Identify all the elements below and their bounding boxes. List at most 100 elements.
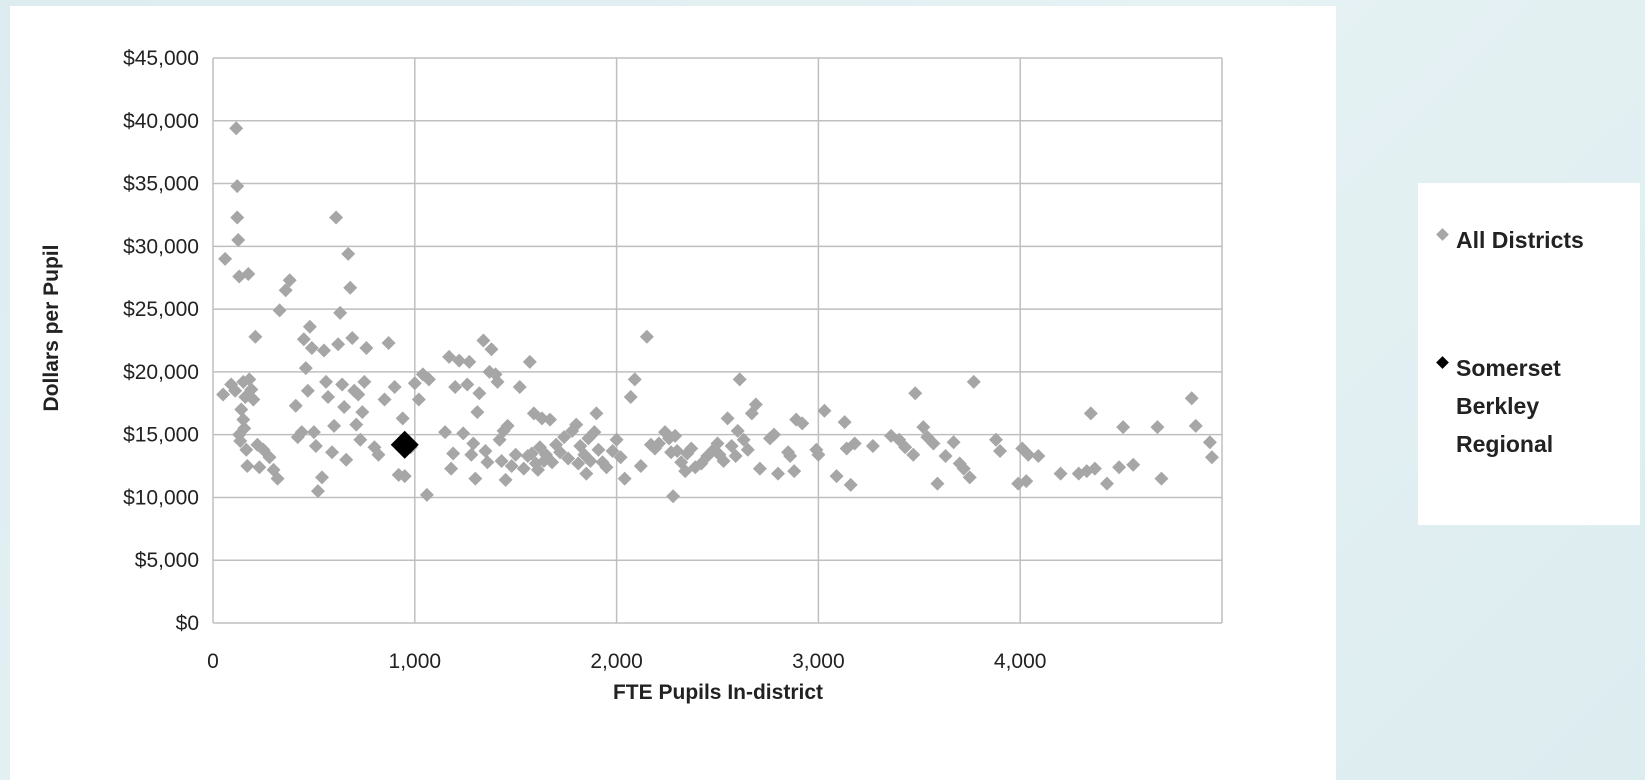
all-districts-point [583,454,598,469]
all-districts-point [1112,460,1127,475]
all-districts-point [325,445,340,460]
all-districts-point [218,251,233,266]
all-districts-point [446,446,461,461]
all-districts-point [288,398,303,413]
all-districts-point [262,450,277,465]
axis-ticks: $0 $5,000 $10,000 $15,000 $20,000 $25,000 $30,… [123,47,1046,673]
all-districts-point [244,382,259,397]
all-districts-point [666,489,681,504]
all-districts-point [617,471,632,486]
all-districts-point [639,329,654,344]
all-districts-point [930,476,945,491]
all-districts-point [843,477,858,492]
all-districts-point [252,460,267,475]
all-districts-point [349,417,364,432]
y-tick-label: $20,000 [123,361,199,384]
all-districts-point [613,450,628,465]
legend-entry-somerset-berkley: Somerset Berkley Regional [1436,349,1626,463]
all-districts-point [504,459,519,474]
all-districts-point [557,430,572,445]
all-districts-point [319,374,334,389]
x-axis-title: FTE Pupils In-district [613,681,823,704]
all-districts-point [1021,447,1036,462]
all-districts-point [335,377,350,392]
x-tick-label: 1,000 [389,650,442,673]
legend-marker-all-districts [1436,221,1450,247]
all-districts-point [300,383,315,398]
all-districts-point [464,447,479,462]
all-districts-point [468,471,483,486]
all-districts-point [908,386,923,401]
all-districts-point [448,379,463,394]
all-districts-point [599,460,614,475]
all-districts-point [916,420,931,435]
all-districts-point [216,387,231,402]
all-districts-point [270,471,285,486]
all-districts-point [233,433,248,448]
all-districts-point [327,418,342,433]
all-districts-point [627,372,642,387]
all-districts-point [470,405,485,420]
all-districts-point [865,438,880,453]
all-districts-point [231,233,246,248]
all-districts-point [339,452,354,467]
all-districts-point [310,484,325,499]
legend-marker-somerset-berkley [1436,349,1450,375]
all-districts-point [710,436,725,451]
all-districts-point [353,432,368,447]
all-districts-point [748,397,763,412]
all-districts-point [421,372,436,387]
all-districts-point [736,432,751,447]
all-districts-point [993,443,1008,458]
all-districts-point [605,443,620,458]
all-districts-point [294,425,309,440]
all-districts-point [377,392,392,407]
all-districts-point [1099,476,1114,491]
all-districts-point [381,336,396,351]
all-districts-point [1202,435,1217,450]
all-districts-point [811,447,826,462]
all-districts-point [484,342,499,357]
all-districts-point [452,353,467,368]
all-districts-point [498,472,513,487]
all-districts-point [569,417,584,432]
all-districts-point [1019,474,1034,489]
all-districts-point [1083,406,1098,421]
all-districts-point [728,449,743,464]
all-districts-point [771,466,786,481]
all-districts-point [272,303,287,318]
y-tick-label: $30,000 [123,235,199,258]
all-districts-point [490,374,505,389]
all-districts-point [752,461,767,476]
all-districts-point [345,330,360,345]
all-districts-point [716,454,731,469]
all-districts-point [817,403,832,418]
all-districts-point [1031,449,1046,464]
all-districts-point [462,354,477,369]
all-districts-point [633,459,648,474]
all-districts-point [236,412,251,427]
all-districts-point [609,432,624,447]
all-districts-point [962,470,977,485]
all-districts-point [234,402,249,417]
all-districts-point [720,411,735,426]
all-districts-point [237,421,252,436]
all-districts-point [329,210,344,225]
all-districts-point [242,372,257,387]
all-districts-point [684,441,699,456]
all-districts-point [337,400,352,415]
all-districts-point [314,470,329,485]
all-districts-point [898,440,913,455]
all-districts-point [1154,471,1169,486]
all-districts-point [239,442,254,457]
all-districts-point [508,447,523,462]
all-districts-point [306,425,321,440]
all-districts-point [767,427,782,442]
all-districts-point [460,377,475,392]
all-districts-point [906,447,921,462]
all-districts-point [411,392,426,407]
all-districts-point [466,436,481,451]
all-districts-point [296,332,311,347]
all-districts-point [545,455,560,470]
all-districts-point [1116,420,1131,435]
